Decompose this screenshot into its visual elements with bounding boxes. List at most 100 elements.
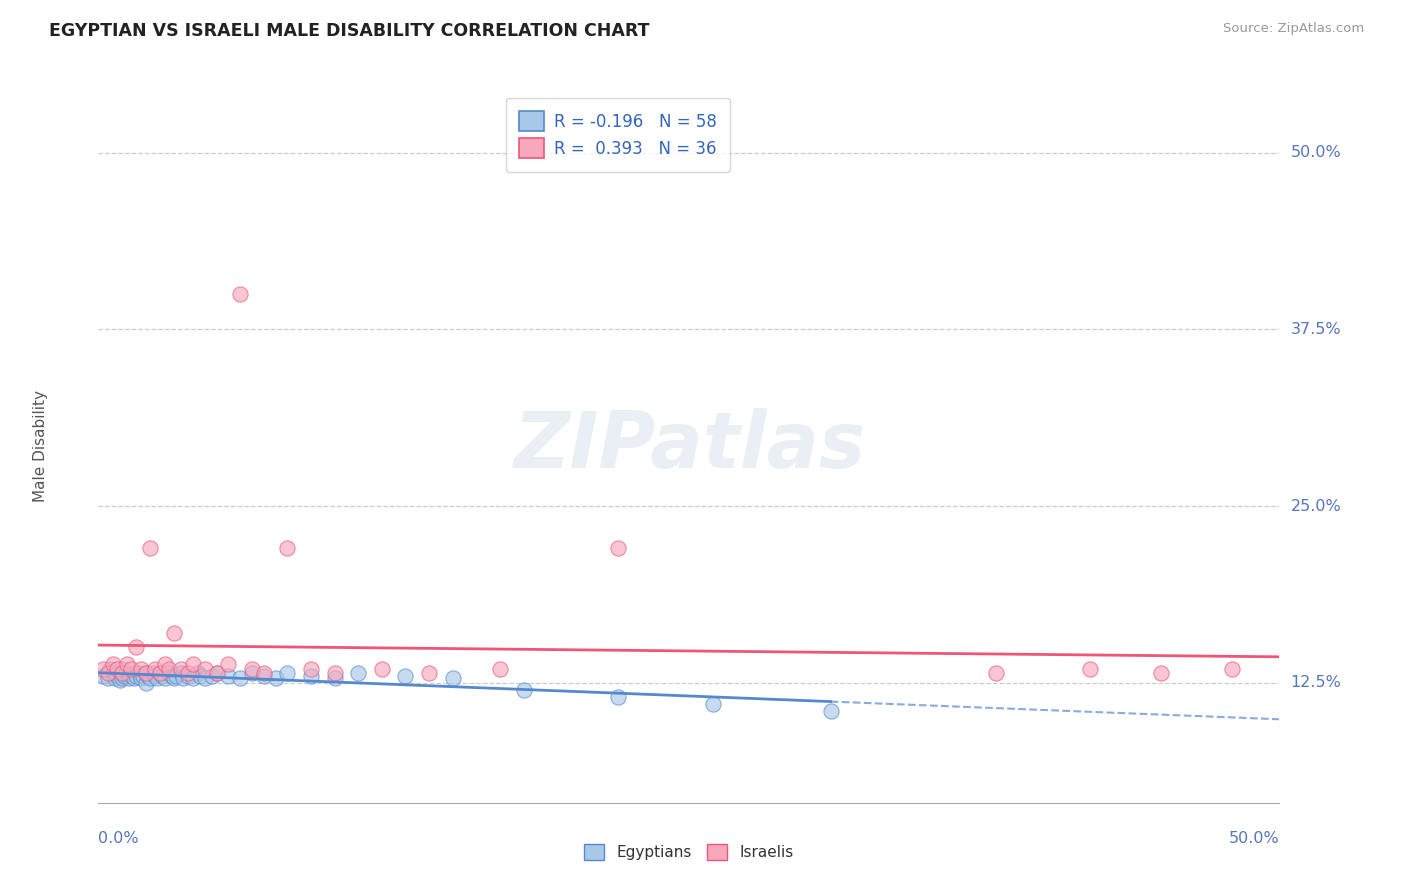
Point (820, 704, 842, 718)
Point (205, 665, 228, 680)
Point (177, 665, 200, 680)
Point (163, 672, 186, 686)
Point (177, 668, 200, 682)
Point (139, 541, 162, 556)
Point (115, 665, 138, 680)
Text: 12.5%: 12.5% (1291, 675, 1341, 690)
Point (157, 665, 180, 680)
Point (165, 668, 187, 682)
Point (1150, 665, 1173, 680)
Point (170, 662, 193, 676)
Point (111, 672, 134, 686)
Point (229, 672, 252, 686)
Point (276, 541, 298, 556)
Point (181, 672, 204, 686)
Point (105, 668, 128, 682)
Point (264, 672, 287, 686)
Point (187, 665, 209, 680)
Point (121, 668, 143, 682)
Point (142, 665, 165, 680)
Point (112, 668, 135, 682)
Point (323, 665, 346, 680)
Point (253, 665, 276, 680)
Text: 0.0%: 0.0% (98, 830, 139, 846)
Point (607, 690, 630, 704)
Point (160, 668, 183, 682)
Point (143, 662, 166, 676)
Legend: Egyptians, Israelis: Egyptians, Israelis (578, 838, 800, 866)
Point (115, 657, 138, 672)
Point (229, 287, 252, 301)
Point (150, 668, 173, 682)
Point (323, 672, 346, 686)
Point (128, 665, 150, 680)
Point (101, 665, 124, 680)
Point (146, 672, 169, 686)
Point (194, 672, 217, 686)
Text: Source: ZipAtlas.com: Source: ZipAtlas.com (1223, 22, 1364, 36)
Point (299, 668, 322, 682)
Point (984, 665, 1007, 680)
Point (125, 668, 148, 682)
Point (276, 665, 298, 680)
Point (217, 668, 239, 682)
Text: EGYPTIAN VS ISRAELI MALE DISABILITY CORRELATION CHART: EGYPTIAN VS ISRAELI MALE DISABILITY CORR… (49, 22, 650, 40)
Point (489, 662, 512, 676)
Point (194, 662, 217, 676)
Point (1220, 662, 1243, 676)
Point (153, 657, 176, 672)
Point (253, 668, 276, 682)
Point (125, 640, 148, 655)
Point (201, 668, 224, 682)
Point (101, 657, 124, 672)
Point (172, 672, 194, 686)
Point (132, 668, 155, 682)
Point (149, 665, 172, 680)
Point (135, 665, 157, 680)
Point (163, 626, 186, 640)
Point (111, 665, 134, 680)
Point (188, 668, 211, 682)
Point (97, 672, 120, 686)
Point (104, 672, 127, 686)
Point (91, 662, 114, 676)
Point (135, 665, 157, 680)
Point (347, 665, 370, 680)
Point (181, 657, 204, 672)
Point (118, 672, 141, 686)
Point (441, 672, 464, 686)
Point (98, 662, 121, 676)
Point (205, 665, 228, 680)
Point (121, 662, 143, 676)
Text: 50.0%: 50.0% (1229, 830, 1279, 846)
Point (111, 662, 134, 676)
Text: ZIPatlas: ZIPatlas (513, 408, 865, 484)
Point (702, 697, 724, 711)
Point (129, 662, 152, 676)
Point (217, 657, 239, 672)
Point (149, 665, 172, 680)
Text: 25.0%: 25.0% (1291, 499, 1341, 514)
Point (240, 662, 263, 676)
Point (97, 665, 120, 680)
Point (143, 668, 166, 682)
Point (394, 668, 416, 682)
Point (105, 662, 128, 676)
Text: 37.5%: 37.5% (1291, 322, 1341, 337)
Point (1080, 662, 1102, 676)
Point (418, 665, 440, 680)
Text: Male Disability: Male Disability (32, 390, 48, 502)
Point (135, 675, 157, 690)
Point (122, 672, 145, 686)
Point (512, 682, 534, 697)
Point (299, 662, 322, 676)
Point (129, 672, 152, 686)
Point (108, 673, 131, 687)
Point (122, 665, 145, 680)
Point (153, 672, 176, 686)
Point (136, 668, 159, 682)
Point (607, 541, 630, 556)
Point (111, 665, 134, 680)
Point (157, 662, 180, 676)
Point (371, 662, 394, 676)
